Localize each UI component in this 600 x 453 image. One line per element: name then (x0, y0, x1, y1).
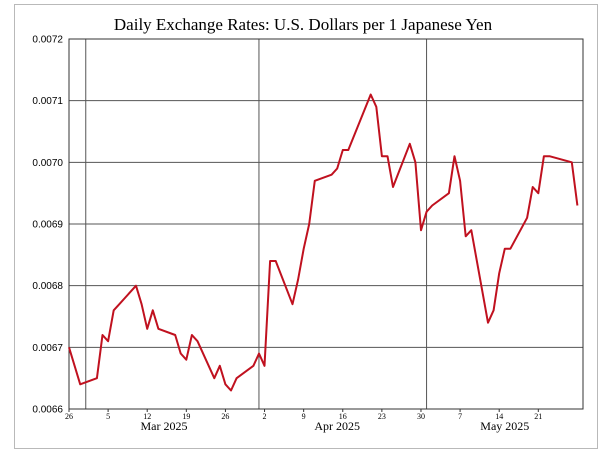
x-tick-label: 2 (263, 412, 267, 421)
y-tick-label: 0.0070 (32, 158, 63, 169)
x-tick-label: 26 (221, 412, 229, 421)
y-tick-label: 0.0072 (32, 35, 63, 46)
series-line (68, 93, 579, 392)
y-tick-label: 0.0067 (32, 343, 63, 354)
month-label: Mar 2025 (140, 419, 187, 433)
month-label: May 2025 (480, 419, 529, 433)
x-tick-label: 23 (378, 412, 386, 421)
x-axis-month-labels: Mar 2025 Apr 2025 May 2025 (140, 419, 529, 433)
x-tick-label: 5 (106, 412, 110, 421)
x-tick-label: 30 (417, 412, 425, 421)
plot-area (68, 38, 584, 410)
chart-title: Daily Exchange Rates: U.S. Dollars per 1… (114, 15, 493, 34)
x-tick-label: 7 (458, 412, 462, 421)
y-tick-label: 0.0071 (32, 96, 63, 107)
x-tick-label: 26 (65, 412, 73, 421)
x-tick-label: 16 (339, 412, 347, 421)
y-tick-label: 0.0069 (32, 220, 63, 231)
y-tick-label: 0.0066 (32, 405, 63, 416)
x-axis-ticks: 26 5 12 19 26 2 9 16 23 30 7 14 21 (65, 409, 542, 421)
y-tick-label: 0.0068 (32, 281, 63, 292)
x-tick-label: 9 (302, 412, 306, 421)
chart-frame (14, 4, 598, 449)
x-tick-label: 19 (182, 412, 190, 421)
x-tick-label: 14 (495, 412, 503, 421)
x-tick-label: 12 (143, 412, 151, 421)
y-axis-ticks: 0.0066 0.0067 0.0068 0.0069 0.0070 0.0071 0.00… (32, 35, 63, 416)
month-label: Apr 2025 (314, 419, 360, 433)
grid-lines (69, 38, 583, 410)
x-tick-label: 21 (534, 412, 542, 421)
